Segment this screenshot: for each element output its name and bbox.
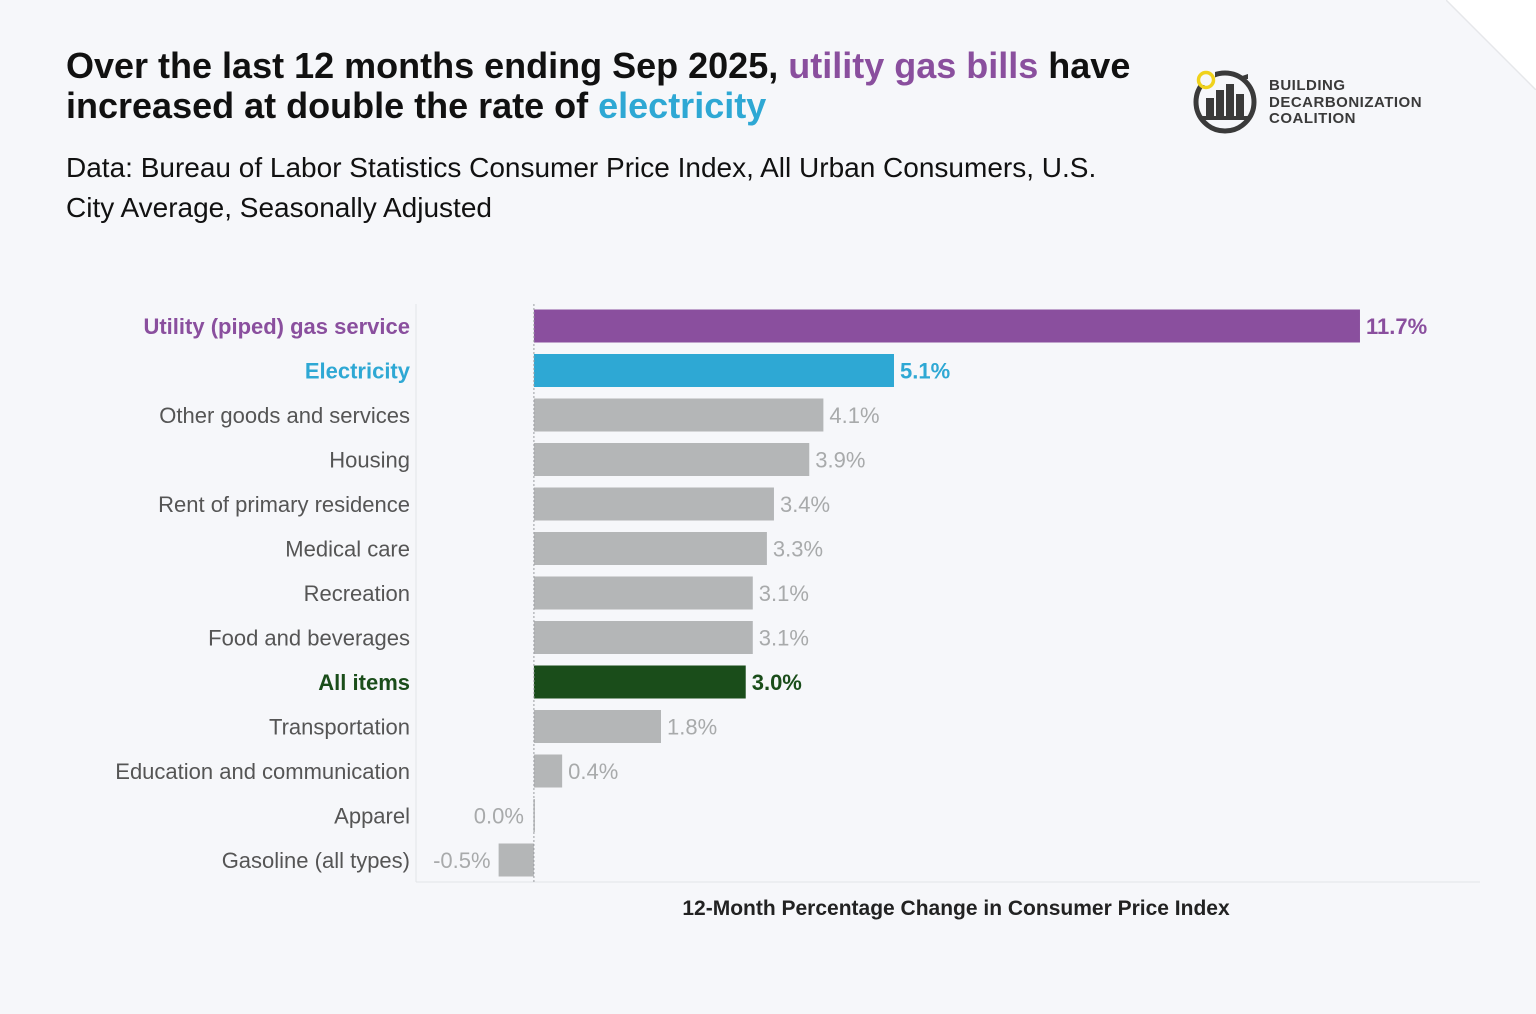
x-axis-title: 12-Month Percentage Change in Consumer P… — [682, 897, 1230, 920]
value-label: 1.8% — [667, 715, 717, 740]
title-part-1: Over the last 12 months ending Sep 2025, — [66, 45, 789, 86]
bar — [533, 799, 535, 832]
chart-subtitle: Data: Bureau of Labor Statistics Consume… — [66, 152, 1097, 223]
logo: BUILDING DECARBONIZATION COALITION — [1192, 66, 1452, 140]
logo-line-1: BUILDING — [1269, 77, 1346, 94]
logo-mark-icon — [1193, 69, 1257, 134]
value-label: 3.3% — [773, 537, 823, 562]
bar — [533, 754, 563, 788]
title-part-2: have increased at double the rate of — [66, 45, 1131, 126]
category-label: Medical care — [285, 537, 410, 562]
bar — [498, 843, 534, 877]
logo-line-2: DECARBONIZATION — [1269, 93, 1423, 111]
category-label: Rent of primary residence — [158, 492, 410, 517]
bar — [533, 487, 774, 521]
corner-fold — [1446, 0, 1536, 90]
value-label: -0.5% — [433, 848, 490, 873]
logo-line-3: COALITION — [1269, 110, 1356, 127]
category-label: Other goods and services — [159, 403, 410, 428]
category-label: Gasoline (all types) — [222, 848, 410, 873]
title-highlight-gas: utility gas bills — [788, 45, 1039, 86]
chart-title: Over the last 12 months ending Sep 2025,… — [66, 46, 1166, 126]
category-label: Education and communication — [115, 759, 410, 784]
category-label: All items — [318, 670, 410, 695]
bar — [533, 443, 810, 476]
title-highlight-electricity: electricity — [598, 85, 767, 126]
value-label: 3.1% — [759, 626, 809, 651]
bar — [533, 665, 746, 699]
value-label: 0.4% — [568, 759, 618, 784]
logo-wordmark: BUILDING DECARBONIZATION COALITION — [1269, 77, 1423, 128]
category-label: Electricity — [305, 359, 411, 384]
value-label: 3.0% — [752, 670, 802, 695]
bar — [533, 621, 753, 654]
bar — [533, 710, 661, 743]
category-label: Recreation — [304, 581, 410, 606]
value-label: 3.4% — [780, 492, 830, 517]
category-label: Transportation — [269, 715, 410, 740]
value-label: 4.1% — [829, 403, 879, 428]
value-label: 3.9% — [815, 448, 865, 473]
bar — [533, 398, 824, 432]
bar — [533, 354, 894, 387]
bar — [533, 576, 753, 610]
category-label: Food and beverages — [208, 626, 410, 651]
bar — [533, 309, 1360, 343]
category-label: Housing — [329, 448, 410, 473]
category-label: Utility (piped) gas service — [143, 314, 410, 339]
value-label: 3.1% — [759, 581, 809, 606]
category-label: Apparel — [334, 804, 410, 829]
value-label: 0.0% — [474, 804, 524, 829]
bar — [533, 532, 767, 565]
value-label: 5.1% — [900, 359, 950, 384]
value-label: 11.7% — [1366, 314, 1427, 339]
